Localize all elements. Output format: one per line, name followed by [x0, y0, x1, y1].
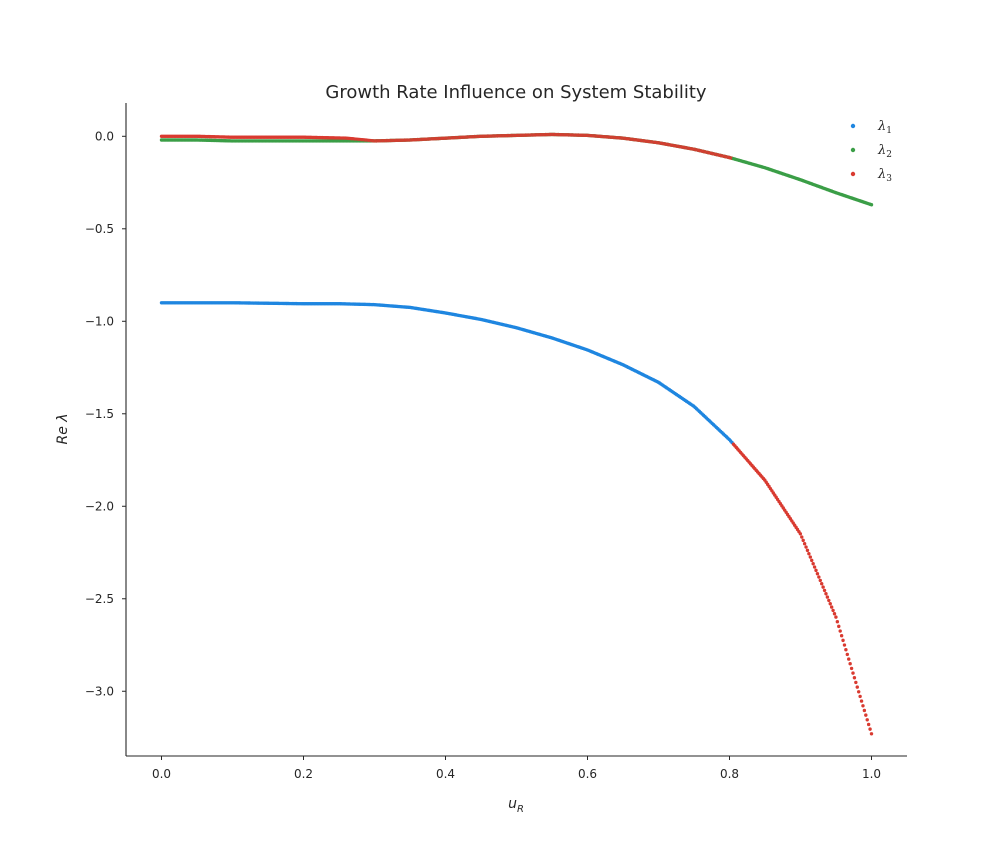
y-tick-label: 0.0	[95, 129, 114, 143]
lambda2-point	[869, 203, 874, 207]
y-tick-label: −3.0	[85, 684, 114, 698]
lambda3-point	[855, 685, 859, 689]
x-axis-label-sub: R	[517, 804, 524, 815]
lambda3-point	[817, 575, 821, 579]
lambda3-point	[820, 582, 824, 586]
lambda3-point	[800, 535, 804, 539]
x-tick-label: 0.4	[436, 767, 455, 781]
lambda3-point	[861, 704, 865, 708]
lambda3-point	[842, 643, 847, 647]
lambda3-point	[831, 608, 835, 613]
lambda3-point	[818, 578, 822, 583]
lambda3-point	[866, 722, 871, 727]
chart-title: Growth Rate Influence on System Stabilit…	[325, 82, 706, 103]
lambda3-point	[812, 565, 817, 569]
lambda3-point	[824, 592, 828, 596]
x-ticks: 0.0 0.2 0.4 0.6 0.8 1.0	[152, 756, 881, 781]
y-ticks: 0.0 −0.5 −1.0 −1.5 −2.0 −2.5 −3.0	[85, 129, 126, 698]
legend-entry-sub: 1	[886, 126, 892, 136]
x-axis-label-main: u	[508, 796, 517, 812]
lambda3-point	[807, 552, 811, 556]
lambda3-point	[869, 732, 874, 736]
legend-entry: λ3	[877, 167, 892, 184]
y-tick-label: −2.0	[85, 499, 114, 513]
lambda3-point	[851, 671, 855, 675]
legend-entry: λ2	[877, 143, 892, 160]
lambda3-point	[856, 690, 861, 694]
lambda3-point	[838, 629, 842, 633]
lambda3-point	[815, 572, 820, 576]
lambda3-point	[811, 562, 815, 566]
legend-entry-sub: 3	[886, 174, 892, 184]
lambda3-point	[805, 548, 810, 553]
axes	[125, 103, 907, 757]
lambda3-point	[825, 595, 830, 599]
lambda3-point	[832, 612, 837, 616]
lambda3-point	[835, 619, 840, 624]
lambda3-point	[848, 662, 852, 666]
lambda3-point	[804, 545, 808, 549]
lambda3-point	[839, 634, 844, 638]
lambda3-point	[821, 585, 825, 589]
data-points	[159, 132, 874, 736]
legend-entry: λ1	[877, 119, 892, 136]
lambda3-point	[862, 708, 867, 713]
lambda3-point	[847, 657, 851, 661]
lambda3-point	[845, 652, 850, 657]
x-axis-label: uR	[508, 796, 524, 815]
legend-entry-sub: 2	[886, 150, 892, 160]
lambda3-point	[801, 538, 805, 543]
legend-entry-base: λ	[877, 167, 886, 182]
legend-entry-base: λ	[877, 143, 886, 158]
lambda3-point	[868, 727, 872, 731]
y-tick-label: −1.5	[85, 407, 114, 421]
x-tick-label: 0.8	[720, 767, 739, 781]
x-tick-label: 1.0	[862, 767, 881, 781]
lambda3-point	[854, 680, 858, 685]
y-tick-label: −1.0	[85, 314, 114, 328]
lambda3-point	[828, 602, 832, 606]
x-tick-label: 0.6	[578, 767, 597, 781]
lambda3-point	[859, 699, 864, 703]
lambda3-point	[858, 694, 862, 699]
lambda3-point	[865, 718, 869, 722]
legend-marker	[850, 147, 856, 153]
lambda3-point	[841, 638, 845, 643]
lambda3-point	[852, 676, 857, 680]
y-tick-label: −0.5	[85, 222, 114, 236]
lambda3-point	[829, 605, 834, 609]
lambda3-point	[837, 624, 841, 629]
lambda3-point	[844, 648, 848, 652]
lambda3-point	[810, 558, 814, 563]
legend-marker	[850, 123, 856, 129]
lambda3-point	[827, 598, 831, 603]
x-tick-label: 0.2	[294, 767, 313, 781]
legend-marker	[850, 171, 856, 177]
lambda3-point	[864, 713, 868, 717]
lambda3-point	[822, 588, 827, 593]
lambda3-point	[798, 532, 803, 536]
lambda3-point	[808, 555, 813, 559]
lambda3-point	[834, 615, 838, 619]
lambda3-point	[802, 541, 807, 546]
y-axis-label: Re λ	[55, 413, 71, 444]
lambda3-point	[849, 666, 854, 671]
x-tick-label: 0.0	[152, 767, 171, 781]
y-tick-label: −2.5	[85, 592, 114, 606]
lambda3-point	[814, 568, 818, 573]
legend-entry-base: λ	[877, 119, 886, 134]
